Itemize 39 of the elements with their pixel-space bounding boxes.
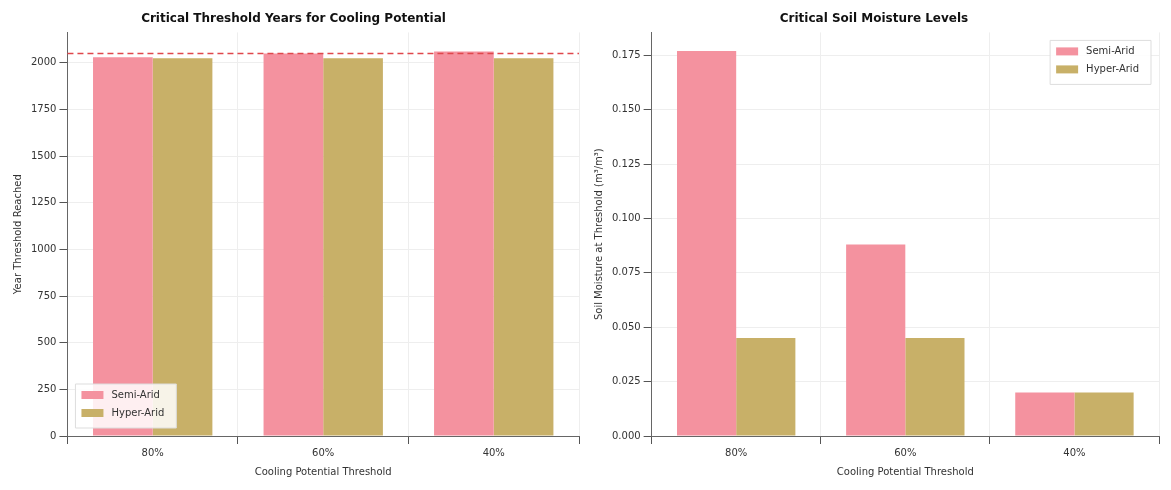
- x-tick-label: 40%: [482, 446, 505, 458]
- y-tick-label: 750: [37, 289, 57, 301]
- bar: [736, 338, 796, 436]
- y-tick-label: 0.075: [611, 266, 641, 278]
- bar: [1074, 392, 1134, 436]
- y-tick-label: 0.050: [611, 320, 641, 332]
- y-tick-label: 0.100: [611, 212, 641, 224]
- x-tick-label: 60%: [312, 446, 335, 458]
- y-tick-label: 0.025: [611, 375, 641, 387]
- y-tick-label: 250: [37, 382, 57, 394]
- bar: [1015, 392, 1075, 436]
- y-tick-label: 1750: [31, 103, 57, 115]
- bar: [677, 50, 737, 436]
- bar: [905, 338, 965, 436]
- x-tick-label: 80%: [141, 446, 164, 458]
- y-tick-label: 1250: [31, 196, 57, 208]
- bar: [846, 244, 906, 436]
- y-tick-label: 2000: [31, 56, 57, 68]
- y-axis-title: Soil Moisture at Threshold (m³/m³): [592, 148, 604, 321]
- y-tick-label: 1500: [31, 149, 57, 161]
- y-tick-label: 1000: [31, 243, 57, 254]
- x-tick-label: 60%: [894, 446, 917, 458]
- legend-label: Semi-Arid: [111, 388, 160, 400]
- y-tick-label: 500: [37, 336, 57, 348]
- y-tick-label: 0.000: [611, 429, 641, 441]
- chart-title: Critical Threshold Years for Cooling Potential: [141, 11, 446, 26]
- y-tick-label: 0.125: [611, 157, 641, 169]
- y-tick-label: 0.175: [611, 48, 641, 60]
- y-tick-label: 0.150: [611, 103, 641, 115]
- x-axis-title: Cooling Potential Threshold: [836, 465, 974, 477]
- legend-label: Hyper-Arid: [1086, 62, 1140, 74]
- y-tick-label: 0: [50, 429, 57, 441]
- x-tick-label: 80%: [725, 446, 748, 458]
- legend-label: Hyper-Arid: [111, 406, 165, 418]
- chart-title: Critical Soil Moisture Levels: [779, 11, 969, 26]
- x-tick-label: 40%: [1063, 446, 1086, 458]
- x-axis-title: Cooling Potential Threshold: [254, 465, 392, 477]
- legend-label: Semi-Arid: [1086, 44, 1135, 56]
- y-axis-title: Year Threshold Reached: [11, 174, 23, 296]
